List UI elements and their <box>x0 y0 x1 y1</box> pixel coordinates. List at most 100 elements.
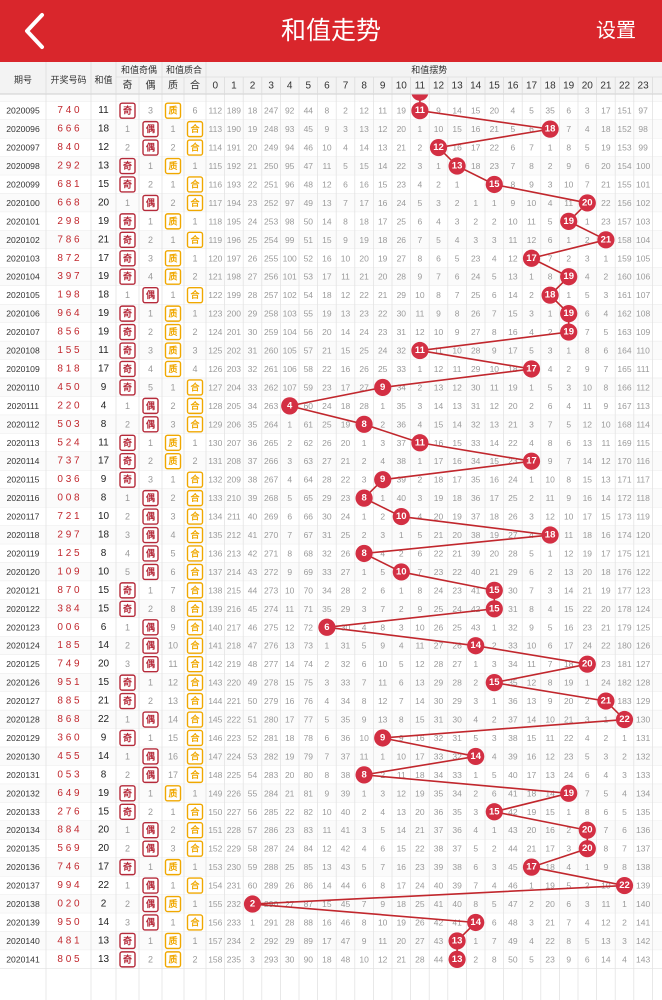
trend-miss: 11 <box>564 198 573 208</box>
trend-miss: 34 <box>508 659 518 669</box>
trend-miss: 18 <box>471 161 481 171</box>
trend-miss: 75 <box>304 678 314 688</box>
trend-miss: 32 <box>434 733 444 743</box>
settings-button[interactable]: 设置 <box>596 20 636 42</box>
trend-miss: 16 <box>452 143 462 153</box>
trend-miss: 7 <box>362 678 367 688</box>
trend-miss: 2 <box>399 604 404 614</box>
trend-miss: 11 <box>508 235 517 245</box>
trend-miss: 27 <box>248 272 258 282</box>
trend-miss: 36 <box>248 438 258 448</box>
trend-miss: 37 <box>508 715 518 725</box>
trend-miss: 17 <box>527 770 537 780</box>
trend-miss: 58 <box>248 844 258 854</box>
trend-miss: 40 <box>248 512 258 522</box>
trend-miss: 124 <box>636 604 650 614</box>
trend-column-header: 14 <box>470 81 482 92</box>
trend-miss: 5 <box>511 124 516 134</box>
draw-cell: 0 2 0 <box>57 899 80 910</box>
prime-miss: 2 <box>192 327 197 337</box>
odd-marker-label: 奇 <box>123 935 132 946</box>
trend-miss: 15 <box>508 309 518 319</box>
trend-miss: 1 <box>566 346 571 356</box>
trend-miss: 6 <box>566 899 571 909</box>
trend-miss: 23 <box>341 493 351 503</box>
trend-miss: 31 <box>341 641 351 651</box>
trend-miss: 260 <box>264 346 278 356</box>
trend-miss: 3 <box>473 696 478 706</box>
trend-miss: 26 <box>285 881 295 891</box>
composite-marker <box>186 416 204 433</box>
trend-miss: 223 <box>227 733 241 743</box>
trend-miss: 118 <box>636 493 650 503</box>
trend-miss: 21 <box>564 715 574 725</box>
odd-even-miss: 1 <box>125 401 130 411</box>
trend-table[interactable]: 2020095 7 4 0 11 奇 3 质 6 112 189 18 247 92 44 8 2 12 11 1… <box>0 62 662 1000</box>
trend-miss: 11 <box>415 309 424 319</box>
trend-miss: 157 <box>617 216 631 226</box>
trend-miss: 163 <box>617 327 631 337</box>
trend-miss: 17 <box>508 346 518 356</box>
trend-miss: 2 <box>492 216 497 226</box>
even-marker <box>142 194 159 212</box>
odd-marker <box>119 600 136 618</box>
sum-cell: 9 <box>101 382 107 393</box>
trend-miss: 16 <box>527 751 537 761</box>
trend-miss: 225 <box>227 770 241 780</box>
composite-marker-label: 合 <box>190 750 200 761</box>
composite-marker-label: 合 <box>190 234 200 245</box>
sum-ball-label: 19 <box>563 308 574 319</box>
trend-miss: 35 <box>471 475 481 485</box>
issue-cell: 2020099 <box>6 179 40 189</box>
back-arrow-icon[interactable] <box>20 12 54 50</box>
composite-marker-label: 合 <box>190 511 200 522</box>
trend-miss: 37 <box>248 456 258 466</box>
trend-miss: 18 <box>452 493 462 503</box>
prime-marker <box>164 932 182 950</box>
trend-miss: 28 <box>471 346 481 356</box>
trend-miss: 87 <box>304 899 314 909</box>
trend-miss: 19 <box>583 548 593 558</box>
trend-miss: 5 <box>473 733 478 743</box>
trend-miss: 52 <box>304 253 314 263</box>
issue-cell: 2020120 <box>6 567 40 577</box>
trend-miss: 25 <box>397 216 407 226</box>
issue-cell: 2020102 <box>6 235 40 245</box>
composite-marker <box>186 674 204 691</box>
trend-miss: 10 <box>415 290 425 300</box>
trend-miss: 20 <box>434 512 444 522</box>
trend-miss: 4 <box>362 622 367 632</box>
trend-miss: 8 <box>325 106 330 116</box>
trend-miss: 270 <box>264 530 278 540</box>
odd-marker-label: 奇 <box>123 271 132 282</box>
trend-miss: 8 <box>418 253 423 263</box>
trend-miss: 209 <box>227 475 241 485</box>
trend-miss: 24 <box>508 475 518 485</box>
trend-miss: 19 <box>490 530 500 540</box>
composite-marker <box>186 545 204 562</box>
trend-miss: 3 <box>548 346 553 356</box>
sum-cell: 19 <box>98 788 110 799</box>
trend-miss: 1 <box>548 309 553 319</box>
prime-marker-label: 质 <box>168 271 177 282</box>
trend-miss: 47 <box>248 641 258 651</box>
trend-miss: 2 <box>473 954 478 964</box>
trend-miss: 33 <box>341 678 351 688</box>
trend-miss: 1 <box>548 548 553 558</box>
trend-miss: 9 <box>343 235 348 245</box>
trend-miss: 10 <box>564 512 574 522</box>
issue-cell: 2020114 <box>7 456 40 466</box>
trend-miss: 43 <box>508 825 518 835</box>
trend-miss: 3 <box>566 844 571 854</box>
trend-miss: 20 <box>248 143 258 153</box>
trend-miss: 10 <box>490 364 500 374</box>
sum-ball <box>485 674 503 692</box>
trend-miss: 7 <box>548 253 553 263</box>
trend-miss: 102 <box>636 198 650 208</box>
trend-miss: 3 <box>492 733 497 743</box>
trend-miss: 18 <box>490 512 500 522</box>
trend-miss: 41 <box>434 899 444 909</box>
trend-miss: 33 <box>471 438 481 448</box>
trend-miss: 18 <box>322 954 332 964</box>
trend-miss: 140 <box>636 899 650 909</box>
